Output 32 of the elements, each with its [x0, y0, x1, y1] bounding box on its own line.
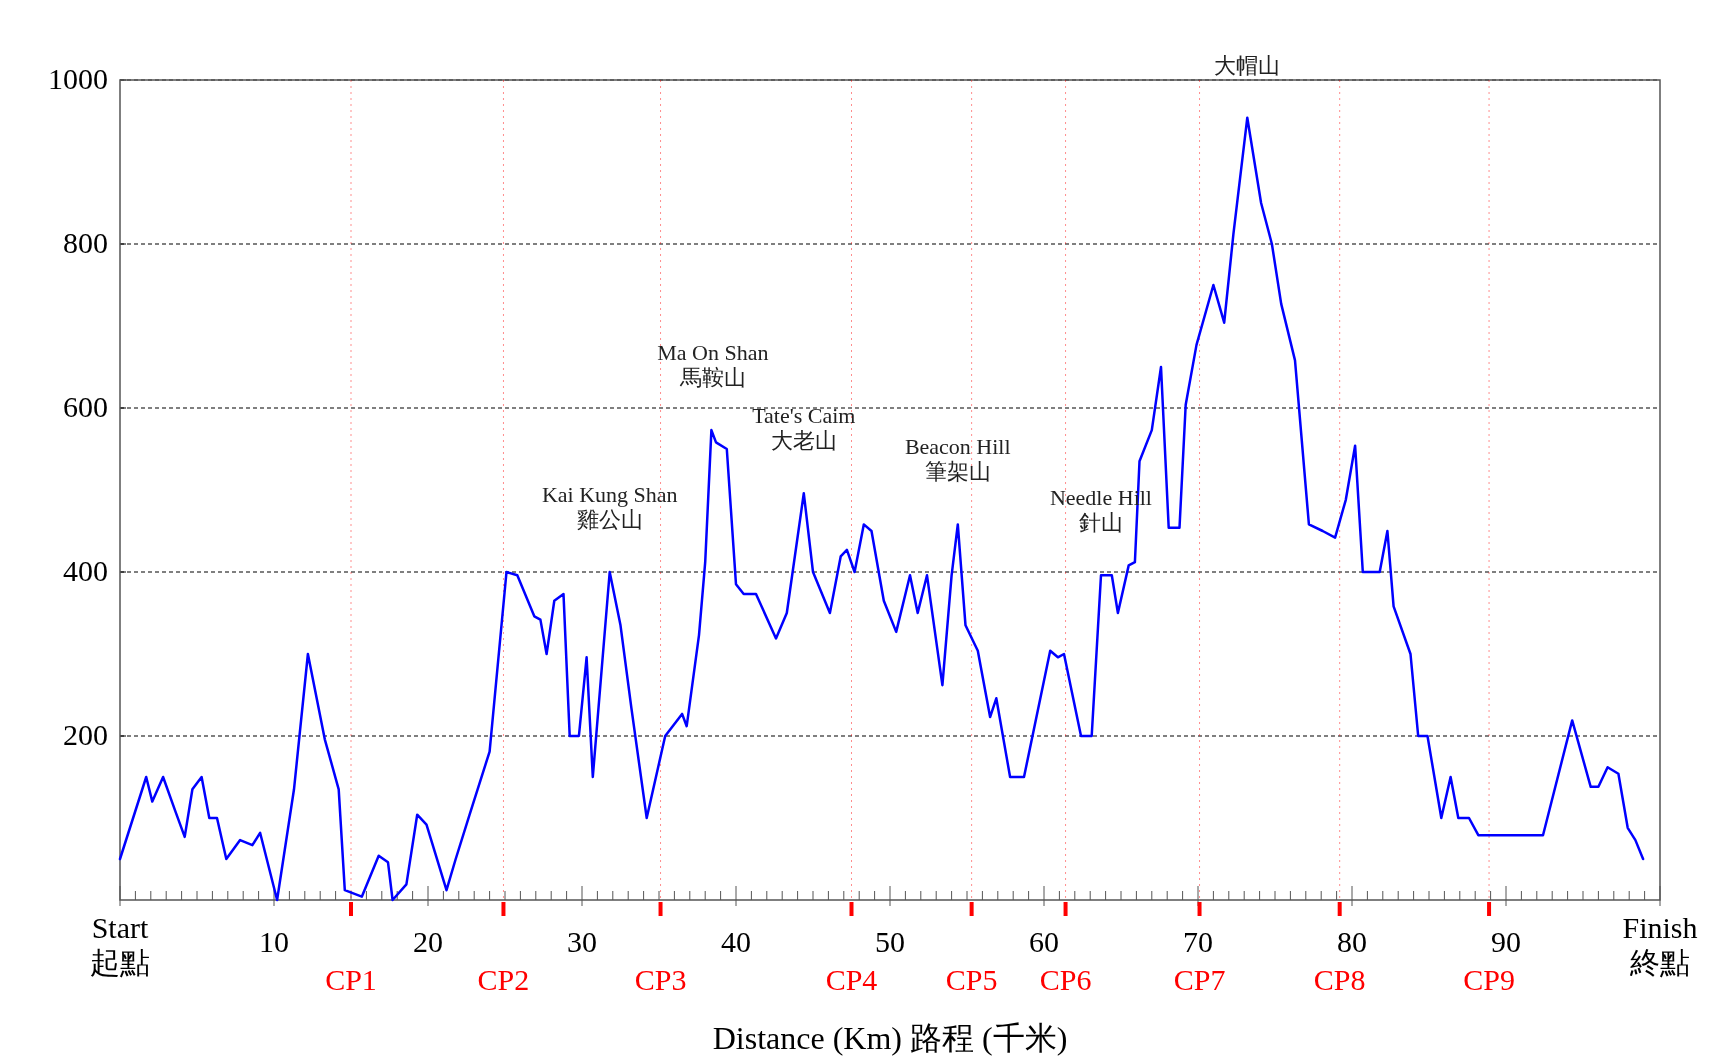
- y-tick-label: 1000: [48, 62, 108, 95]
- ref-line-label: CP7: [1173, 963, 1226, 996]
- x-tick-label: Finish 終點: [1622, 911, 1698, 979]
- ref-line-label: CP8: [1313, 963, 1366, 996]
- annotation: 大帽山: [1214, 52, 1281, 78]
- x-tick-label: 50: [875, 925, 905, 958]
- x-tick-label: 30: [567, 925, 597, 958]
- ref-line-label: CP1: [325, 963, 377, 996]
- line-series: [118, 116, 1645, 902]
- x-tick-label: 20: [413, 925, 443, 958]
- x-tick-label: 80: [1337, 925, 1367, 958]
- x-tick-label: 70: [1183, 925, 1213, 958]
- x-tick-label: Start 起點: [90, 911, 150, 979]
- ref-line-label: CP9: [1463, 963, 1515, 996]
- x-tick-label: 60: [1029, 925, 1059, 958]
- x-tick-label: 10: [259, 925, 289, 958]
- x-axis-title: Distance (Km) 路程 (千米): [712, 1020, 1068, 1056]
- y-tick-label: 400: [63, 554, 108, 587]
- annotation: Kai Kung Shan 雞公山: [541, 481, 678, 532]
- y-tick-label: 600: [63, 390, 108, 423]
- ref-line-label: CP4: [825, 963, 878, 996]
- annotation: Ma On Shan 馬鞍山: [657, 339, 769, 391]
- ref-line-label: CP5: [945, 963, 998, 996]
- ref-line-label: CP6: [1039, 963, 1092, 996]
- y-tick-label: 200: [63, 718, 108, 751]
- ref-line-label: CP3: [634, 963, 687, 996]
- annotation: Beacon Hill 筆架山: [904, 434, 1011, 485]
- y-tick-label: 800: [63, 226, 108, 259]
- x-tick-label: 90: [1491, 925, 1521, 958]
- ref-line-label: CP2: [477, 963, 530, 996]
- annotation: Tate's Caim 大老山: [752, 402, 856, 454]
- x-tick-label: 40: [721, 925, 751, 958]
